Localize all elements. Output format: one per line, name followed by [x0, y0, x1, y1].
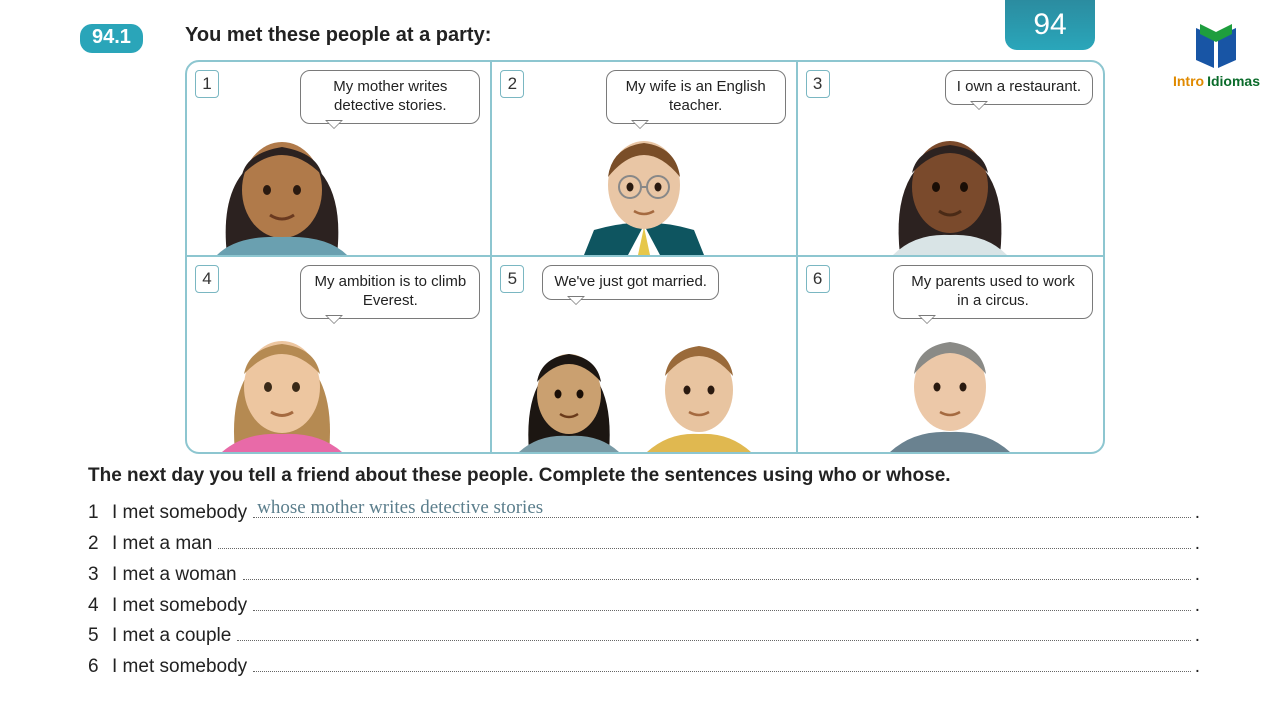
scenario-grid: 1 My mother writes detective stories. 2 … — [185, 60, 1105, 454]
speech-bubble: I own a restaurant. — [945, 70, 1093, 105]
panel-number: 5 — [500, 265, 524, 293]
scenario-panel: 2 My wife is an English teacher. — [492, 62, 797, 257]
line-stem: I met a woman — [112, 564, 237, 586]
sample-answer: whose mother writes detective stories — [257, 497, 543, 519]
answer-blank[interactable] — [253, 590, 1191, 611]
line-stem: I met somebody — [112, 656, 247, 678]
line-period: . — [1195, 533, 1200, 555]
answer-line: 6I met somebody. — [88, 651, 1200, 678]
answer-line: 5I met a couple. — [88, 621, 1200, 648]
line-number: 4 — [88, 595, 112, 617]
sub-instruction-text: or — [857, 465, 887, 486]
line-period: . — [1195, 502, 1200, 524]
line-period: . — [1195, 625, 1200, 647]
line-stem: I met somebody — [112, 502, 247, 524]
panel-number: 3 — [806, 70, 830, 98]
keyword-who: who — [819, 465, 857, 486]
answer-lines: 1I met somebodywhose mother writes detec… — [88, 497, 1200, 678]
panel-number: 1 — [195, 70, 219, 98]
line-period: . — [1195, 595, 1200, 617]
scenario-panel: 3 I own a restaurant. — [798, 62, 1103, 257]
book-icon — [1186, 20, 1246, 75]
sub-instruction-text: . — [945, 465, 950, 486]
speech-bubble: My wife is an English teacher. — [606, 70, 786, 124]
line-number: 3 — [88, 564, 112, 586]
avatar — [798, 302, 1103, 452]
line-stem: I met a man — [112, 533, 212, 555]
scenario-panel: 5 We've just got married. — [492, 257, 797, 452]
panel-number: 6 — [806, 265, 830, 293]
brand-logo: IntroIdiomas — [1173, 20, 1260, 89]
speech-bubble: We've just got married. — [542, 265, 719, 300]
keyword-whose: whose — [886, 465, 945, 486]
speech-bubble: My mother writes detective stories. — [300, 70, 480, 124]
scenario-panel: 4 My ambition is to climb Everest. — [187, 257, 492, 452]
logo-word-1: Intro — [1173, 73, 1204, 89]
line-number: 6 — [88, 656, 112, 678]
avatar — [798, 95, 1103, 255]
answer-blank[interactable]: whose mother writes detective stories — [253, 497, 1191, 518]
exercise-body: The next day you tell a friend about the… — [88, 465, 1200, 682]
panel-number: 4 — [195, 265, 219, 293]
logo-word-2: Idiomas — [1207, 73, 1260, 89]
answer-blank[interactable] — [218, 528, 1190, 549]
line-number: 5 — [88, 625, 112, 647]
sub-instruction-text: The next day you tell a friend about the… — [88, 465, 819, 486]
answer-line: 4I met somebody. — [88, 590, 1200, 617]
exercise-instruction: You met these people at a party: — [185, 24, 491, 47]
avatar-couple — [492, 302, 795, 452]
line-number: 1 — [88, 502, 112, 524]
speech-bubble: My parents used to work in a circus. — [893, 265, 1093, 319]
line-period: . — [1195, 656, 1200, 678]
answer-blank[interactable] — [253, 651, 1191, 672]
answer-blank[interactable] — [237, 621, 1190, 642]
answer-line: 1I met somebody whose mother writes detec… — [88, 497, 1200, 524]
sub-instruction: The next day you tell a friend about the… — [88, 465, 1200, 487]
answer-blank[interactable] — [243, 559, 1191, 580]
line-period: . — [1195, 564, 1200, 586]
answer-line: 3I met a woman. — [88, 559, 1200, 586]
answer-line: 2I met a man. — [88, 528, 1200, 555]
exercise-number-badge: 94.1 — [80, 24, 143, 53]
scenario-panel: 1 My mother writes detective stories. — [187, 62, 492, 257]
speech-bubble: My ambition is to climb Everest. — [300, 265, 480, 319]
line-number: 2 — [88, 533, 112, 555]
page-number-badge: 94 — [1005, 0, 1095, 50]
panel-number: 2 — [500, 70, 524, 98]
scenario-panel: 6 My parents used to work in a circus. — [798, 257, 1103, 452]
line-stem: I met somebody — [112, 595, 247, 617]
line-stem: I met a couple — [112, 625, 231, 647]
